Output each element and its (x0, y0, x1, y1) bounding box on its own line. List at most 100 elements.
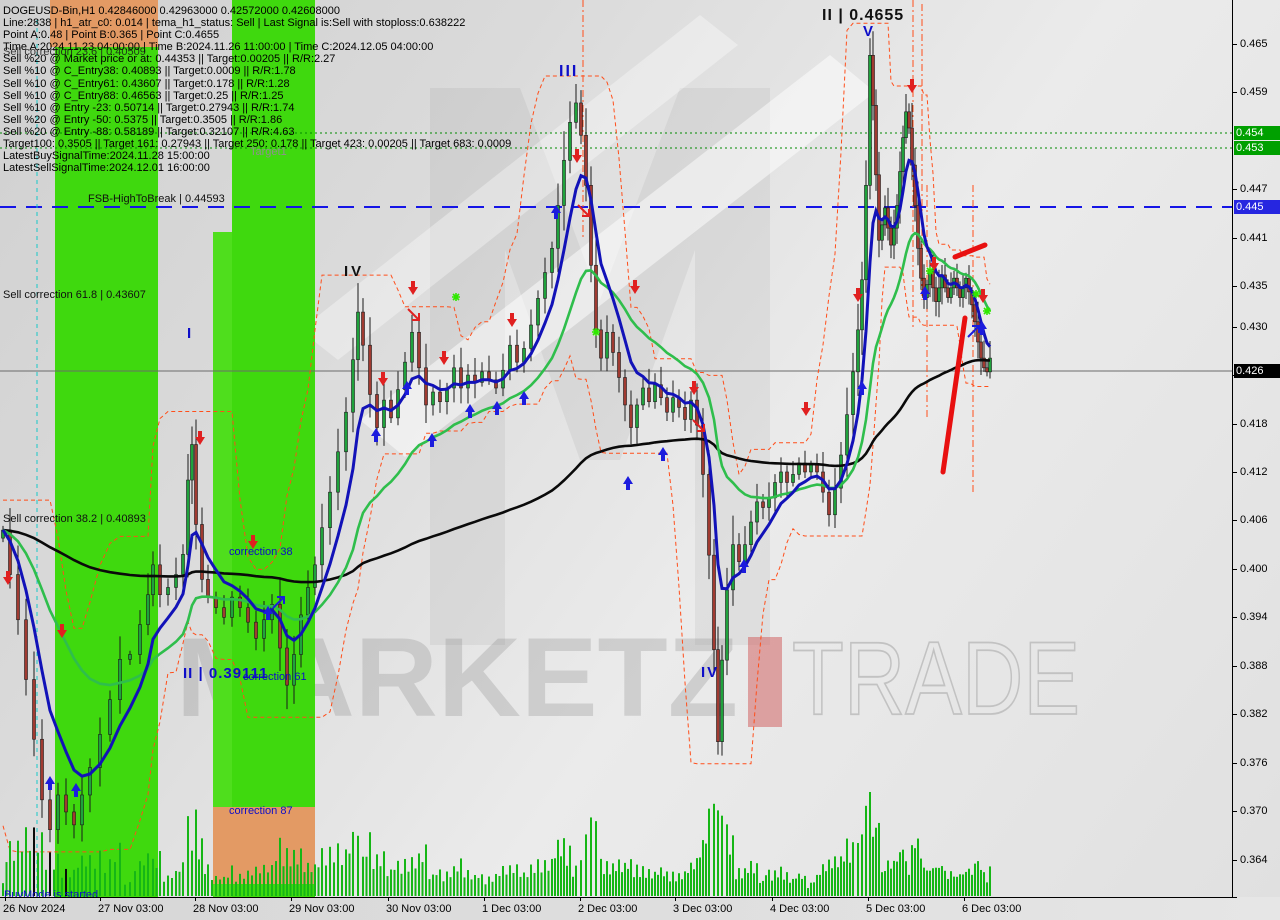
candle-body (617, 352, 621, 378)
volume-bar (547, 870, 550, 896)
volume-bar (696, 858, 698, 896)
volume-bar (872, 836, 874, 896)
volume-bar (372, 869, 375, 896)
candle-body (568, 122, 572, 161)
volume-bar (935, 867, 937, 896)
candle-body (864, 185, 868, 281)
volume-bar (765, 875, 767, 896)
volume-bar (926, 870, 928, 896)
volume-bar (663, 876, 665, 896)
volume-bar (129, 882, 131, 896)
star-marker-icon (983, 307, 991, 315)
volume-bar (411, 857, 413, 896)
stop-line-upper (3, 22, 991, 629)
price-tickmark (1233, 189, 1237, 191)
info-line-13: LatestBuySignalTime:2024.11.28 15:00:00 (3, 150, 210, 163)
volume-bar (902, 849, 904, 896)
volume-bar (442, 881, 445, 896)
price-tick-label: 0.406 (1240, 514, 1268, 527)
candle-body (32, 679, 36, 740)
wave-4-label-lower: IV (701, 664, 720, 681)
candle-body (761, 501, 765, 508)
volume-bar (741, 878, 743, 896)
volume-bar (439, 869, 441, 896)
volume-bar (37, 852, 39, 896)
chart-canvas[interactable]: MARKETZ TRADE (0, 0, 1232, 897)
volume-bar (187, 816, 189, 896)
candle-body (659, 384, 663, 398)
volume-bar (678, 873, 680, 896)
time-tickmark (5, 897, 6, 901)
volume-bar (575, 865, 577, 896)
volume-bar (977, 861, 979, 896)
ma-slow-black (2, 358, 990, 584)
volume-bar (470, 879, 473, 896)
candle-body (716, 649, 720, 742)
volume-bar (849, 862, 851, 896)
candle-body (151, 564, 155, 596)
volume-bar (893, 860, 895, 896)
candle-body (292, 654, 296, 686)
buy-arrow-icon (427, 433, 437, 447)
time-tickmark (195, 897, 196, 901)
candle-body (623, 377, 627, 406)
wave-2-high-label: II | 0.4655 (822, 7, 905, 24)
candle-body (647, 387, 651, 403)
time-tick-label: 3 Dec 03:00 (673, 903, 733, 915)
star-marker-icon (972, 290, 980, 298)
volume-bar (509, 865, 511, 896)
volume-bar (965, 871, 967, 896)
volume-bar (693, 869, 695, 896)
volume-bar (296, 864, 299, 896)
volume-bar (155, 868, 158, 896)
candle-body (368, 344, 372, 395)
candle-body (186, 479, 190, 555)
candle-body (949, 287, 953, 298)
price-level-badge: 0.426 (1234, 364, 1280, 378)
info-line-8: Sell %10 @ C_Entry88: 0.46563 || Target:… (3, 89, 284, 102)
time-axis[interactable]: 26 Nov 2024 27 Nov 03:00 28 Nov 03:00 29 No… (0, 897, 1280, 920)
candle-body (839, 454, 843, 489)
volume-bar (247, 870, 249, 896)
volume-bar (204, 874, 206, 896)
volume-bar (816, 874, 818, 896)
candle-body (599, 329, 603, 359)
volume-bar (446, 871, 448, 896)
candle-body (508, 344, 512, 371)
volume-bar (321, 848, 323, 896)
candle-body (88, 767, 92, 796)
volume-bar (404, 858, 406, 896)
candle-body (589, 185, 593, 266)
candle-body (194, 444, 198, 525)
volume-bar (887, 860, 889, 896)
candle-body (889, 227, 893, 246)
volume-bar (526, 877, 529, 896)
volume-bar (171, 877, 173, 896)
candle-body (755, 501, 759, 523)
candle-body (683, 407, 687, 420)
candle-body (40, 738, 44, 801)
candle-body (48, 799, 52, 830)
candle-body (725, 589, 729, 661)
volume-bar (569, 845, 571, 896)
volume-bar (400, 873, 403, 896)
volume-bar (207, 864, 209, 896)
volume-bar (660, 867, 662, 896)
price-tick-label: 0.394 (1240, 611, 1268, 624)
candle-body (815, 464, 819, 473)
price-axis[interactable]: 0.4650.4590.4470.4410.4350.4300.4240.418… (1233, 0, 1280, 897)
info-line-6: Sell %10 @ C_Entry38: 0.40893 || Target:… (3, 65, 296, 78)
volume-bar (941, 866, 943, 896)
candle-body (743, 544, 747, 562)
candle-body (158, 564, 162, 596)
candle-body (958, 287, 962, 298)
sell-arrow-icon (3, 571, 13, 585)
volume-bar (435, 875, 438, 896)
volume-bar (505, 874, 508, 896)
candle-body (689, 399, 693, 420)
buy-arrow-icon (371, 428, 381, 442)
info-line-5: Sell %20 @ Market price or at: 0.44353 |… (3, 53, 336, 66)
volume-bar (971, 874, 973, 896)
volume-bar (369, 832, 371, 896)
volume-bar (804, 875, 806, 896)
